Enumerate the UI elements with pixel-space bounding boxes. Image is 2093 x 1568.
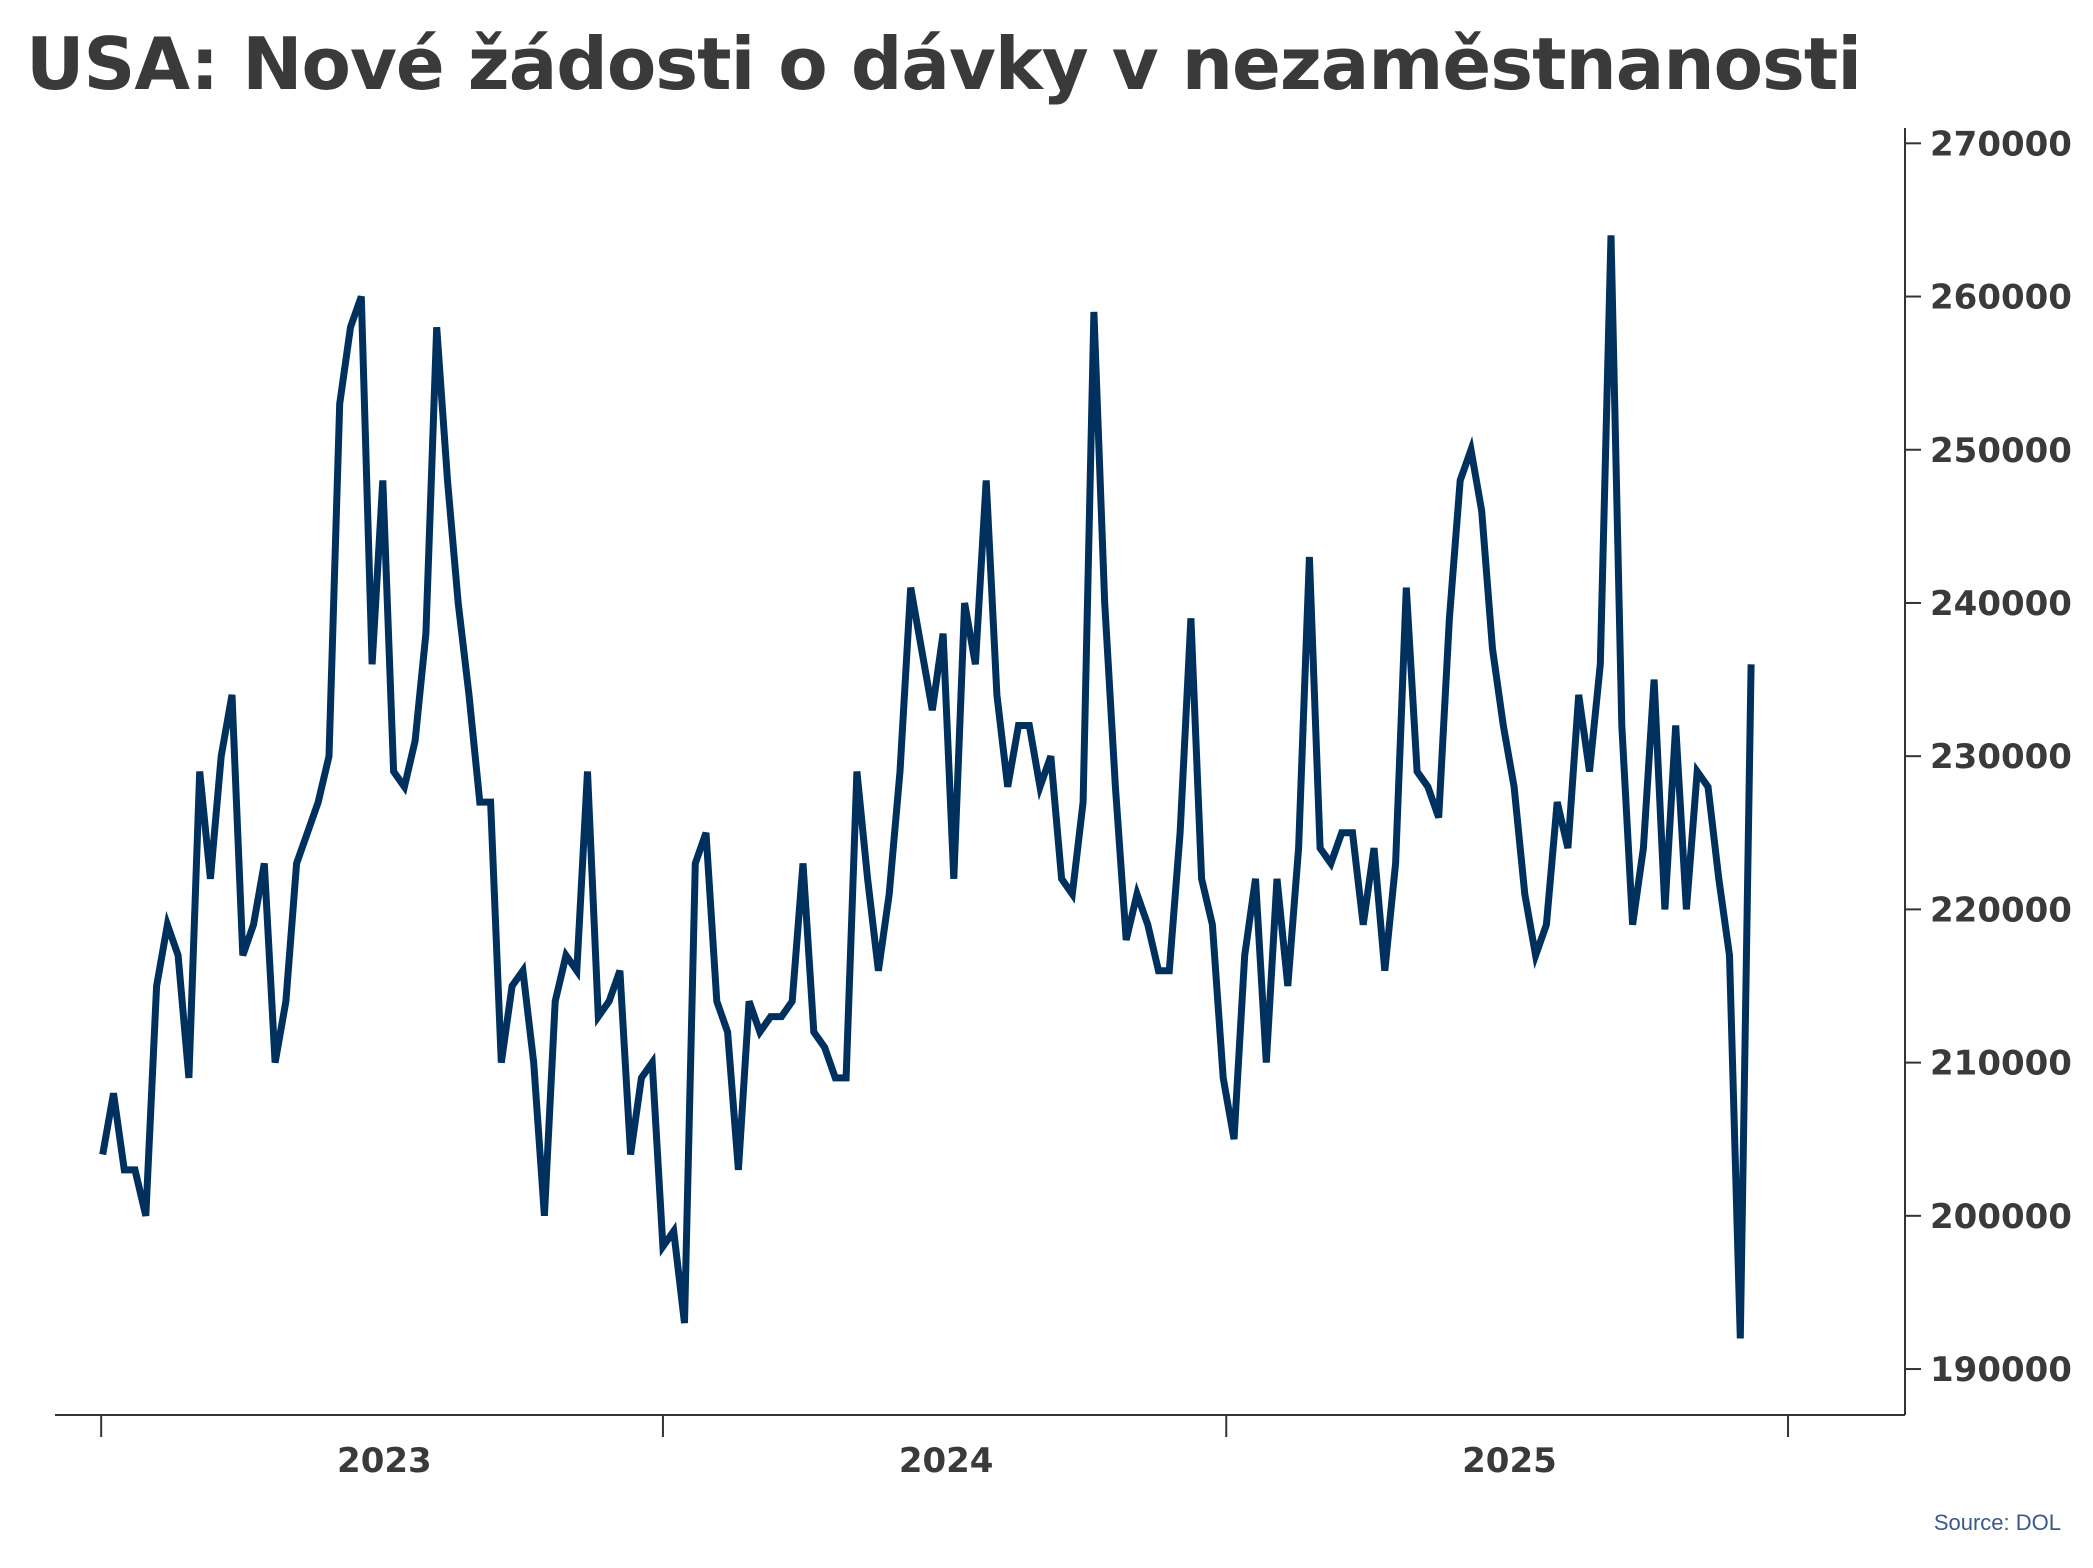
y-axis-ticks: 190000 200000 210000 220000 230000 240000 2500… [1905, 124, 2072, 1390]
x-axis-ticks: 2023 2024 2025 [100, 1415, 1790, 1481]
y-tick-label: 270000 [1930, 124, 2072, 164]
y-tick-label: 240000 [1930, 584, 2072, 624]
y-tick-label: 200000 [1930, 1197, 2072, 1237]
source-note: Source: DOL [1933, 1510, 2061, 1535]
chart-title: USA: Nové žádosti o dávky v nezaměstnano… [26, 22, 1862, 106]
claims-series-line [99, 235, 1755, 1339]
y-tick-label: 230000 [1930, 737, 2072, 777]
y-tick-label: 250000 [1930, 431, 2072, 471]
y-tick-label: 260000 [1930, 278, 2072, 318]
chart-axes [55, 128, 1906, 1416]
x-tick-label: 2024 [899, 1441, 994, 1481]
x-tick-label: 2023 [337, 1441, 432, 1481]
y-tick-label: 210000 [1930, 1044, 2072, 1084]
x-tick-label: 2025 [1462, 1441, 1557, 1481]
y-tick-label: 190000 [1930, 1350, 2072, 1390]
y-tick-label: 220000 [1930, 890, 2072, 930]
series-group [99, 235, 1755, 1339]
